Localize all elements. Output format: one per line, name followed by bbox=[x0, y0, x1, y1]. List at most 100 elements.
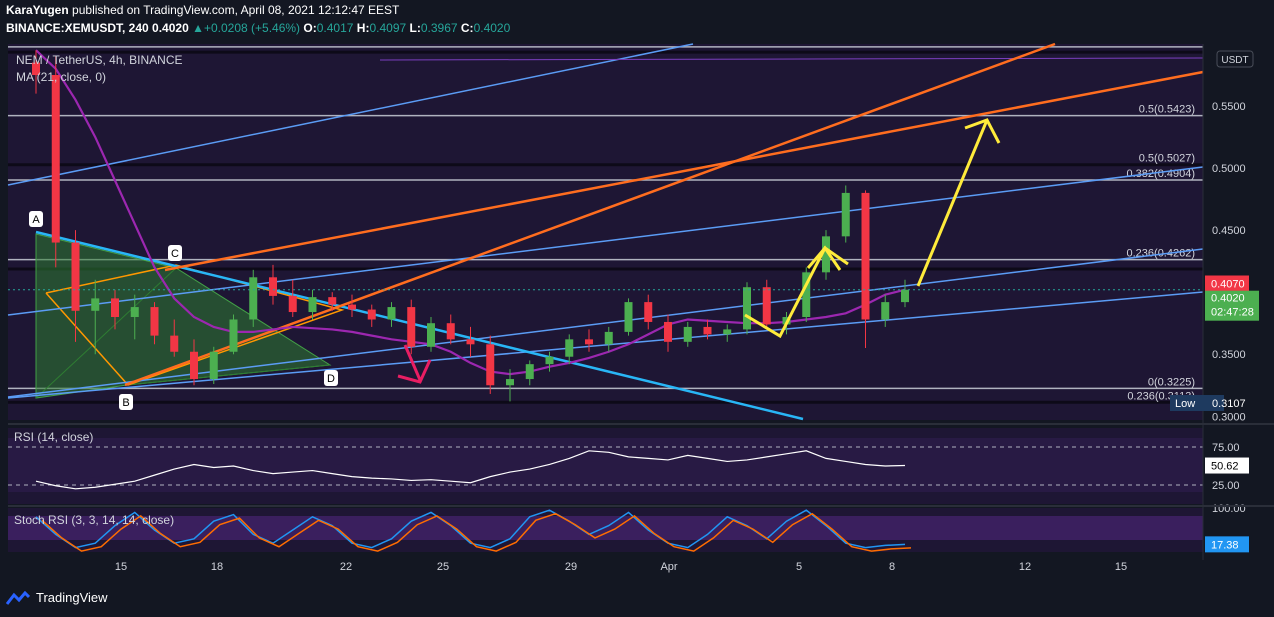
legend-stoch: Stoch RSI (3, 3, 14, 14, close) bbox=[14, 513, 174, 527]
candle-body bbox=[545, 356, 554, 365]
orange-trend-2 bbox=[164, 70, 1204, 272]
low-label: Low bbox=[1175, 398, 1195, 410]
rsi-tick-75: 75.00 bbox=[1212, 442, 1240, 454]
candle-body bbox=[111, 298, 119, 318]
purple-faint-line bbox=[379, 57, 1204, 61]
orange-channel-box bbox=[45, 264, 345, 386]
harmonic-point-bg-b bbox=[119, 394, 133, 410]
candle-body bbox=[229, 319, 238, 352]
low-value: 0.3107 bbox=[1212, 398, 1246, 410]
h-label: H: bbox=[356, 21, 370, 35]
legend-rsi: RSI (14, close) bbox=[14, 430, 93, 444]
candle-body bbox=[486, 344, 495, 386]
candle-body bbox=[170, 335, 179, 352]
yellow-zigzag bbox=[744, 245, 849, 339]
high-value: 0.4097 bbox=[369, 21, 407, 35]
low-value: 0.3967 bbox=[420, 21, 458, 35]
candle-body bbox=[249, 277, 258, 320]
stoch-tick-100: 100.00 bbox=[1212, 503, 1246, 515]
fib-label: 0(0.3225) bbox=[1148, 376, 1195, 388]
candle-body bbox=[743, 287, 751, 330]
yellow-target-arrow bbox=[916, 119, 989, 287]
level-badge: 0.4070 bbox=[1211, 278, 1245, 290]
harmonic-point-bg-c bbox=[168, 245, 182, 261]
candle-body bbox=[762, 287, 771, 325]
o-label: O: bbox=[303, 21, 317, 35]
candle-body bbox=[367, 309, 376, 320]
author[interactable]: KaraYugen bbox=[6, 3, 69, 17]
harmonic-point-a: A bbox=[32, 214, 40, 226]
low-badge-bg bbox=[1170, 394, 1224, 411]
candle-body bbox=[881, 302, 890, 320]
l-label: L: bbox=[409, 21, 421, 35]
harmonic-point-bg-d bbox=[324, 370, 338, 386]
blue-channel-mid2 bbox=[7, 248, 1204, 398]
open-value: 0.4017 bbox=[316, 21, 354, 35]
price-tick: 0.3000 bbox=[1212, 411, 1246, 423]
candle-body bbox=[664, 321, 672, 342]
price-tick: 0.4500 bbox=[1212, 225, 1246, 237]
candle-body bbox=[466, 339, 475, 345]
current-price-badge: 0.4020 bbox=[1211, 293, 1245, 305]
x-tick: 12 bbox=[1019, 561, 1031, 573]
candle-body bbox=[427, 323, 435, 347]
fib-label: 0.382(0.4904) bbox=[1127, 168, 1196, 180]
candle-body bbox=[348, 304, 356, 310]
candle-body bbox=[525, 364, 534, 380]
candle-body bbox=[604, 331, 613, 345]
currency-badge-bg bbox=[1216, 50, 1254, 68]
yellow-arrowhead-1 bbox=[806, 245, 842, 271]
candle-body bbox=[723, 329, 732, 335]
harmonic-point-c: C bbox=[171, 248, 179, 260]
x-tick: 15 bbox=[115, 561, 127, 573]
brand-text: TradingView bbox=[36, 590, 108, 605]
stoch-value-badge-bg bbox=[1205, 536, 1249, 553]
price-tick: 0.5000 bbox=[1212, 163, 1246, 175]
harmonic-diag-2 bbox=[126, 364, 331, 386]
yellow-arrowhead-2 bbox=[964, 118, 1001, 144]
blue-channel-bottom bbox=[7, 291, 1204, 399]
candle-body bbox=[802, 272, 811, 318]
harmonic-diag-1 bbox=[35, 267, 177, 399]
symbol-header: BINANCE:XEMUSDT, 240 0.4020 ▲+0.0208 (+5… bbox=[6, 21, 510, 35]
tradingview-logo-icon bbox=[6, 590, 30, 605]
x-tick: 8 bbox=[889, 561, 895, 573]
candle-body bbox=[446, 323, 455, 340]
level-badge-bg bbox=[1205, 275, 1249, 292]
blue-channel-top bbox=[7, 43, 694, 186]
rsi-tick-25: 25.00 bbox=[1212, 480, 1240, 492]
x-tick: 18 bbox=[211, 561, 223, 573]
candle-body bbox=[506, 379, 514, 386]
change-arrow-icon: ▲ bbox=[192, 21, 204, 35]
tradingview-brand[interactable]: TradingView bbox=[6, 590, 108, 605]
harmonic-point-b: B bbox=[122, 397, 129, 409]
symbol: BINANCE:XEMUSDT, 240 bbox=[6, 21, 149, 35]
candle-body bbox=[387, 307, 396, 320]
rsi-line bbox=[35, 450, 906, 490]
candle-body bbox=[308, 297, 317, 313]
fib-label: 0.5(0.5423) bbox=[1139, 104, 1195, 116]
candle-body bbox=[861, 192, 870, 320]
currency-badge: USDT bbox=[1221, 55, 1248, 66]
candle-body bbox=[644, 302, 653, 322]
published-text: published on TradingView.com, April 08, … bbox=[72, 3, 400, 17]
candle-body bbox=[703, 326, 712, 335]
c-label: C: bbox=[460, 21, 474, 35]
candle-body bbox=[407, 307, 416, 347]
pink-arrow bbox=[403, 344, 422, 381]
stoch-band bbox=[8, 516, 1203, 540]
candle-body bbox=[624, 302, 633, 332]
rsi-band bbox=[8, 438, 1203, 492]
candle-body bbox=[328, 297, 337, 305]
pink-arrowhead bbox=[397, 359, 432, 384]
rsi-value-badge-bg bbox=[1205, 457, 1249, 474]
x-tick: 5 bbox=[796, 561, 802, 573]
legend-ma: MA (21, close, 0) bbox=[16, 70, 106, 84]
candle-body bbox=[269, 277, 277, 296]
price-change: +0.0208 (+5.46%) bbox=[203, 21, 301, 35]
candle-body bbox=[585, 339, 593, 345]
legend-pair: NEM / TetherUS, 4h, BINANCE bbox=[16, 53, 183, 67]
x-tick: 29 bbox=[565, 561, 577, 573]
candle-body bbox=[150, 307, 159, 336]
